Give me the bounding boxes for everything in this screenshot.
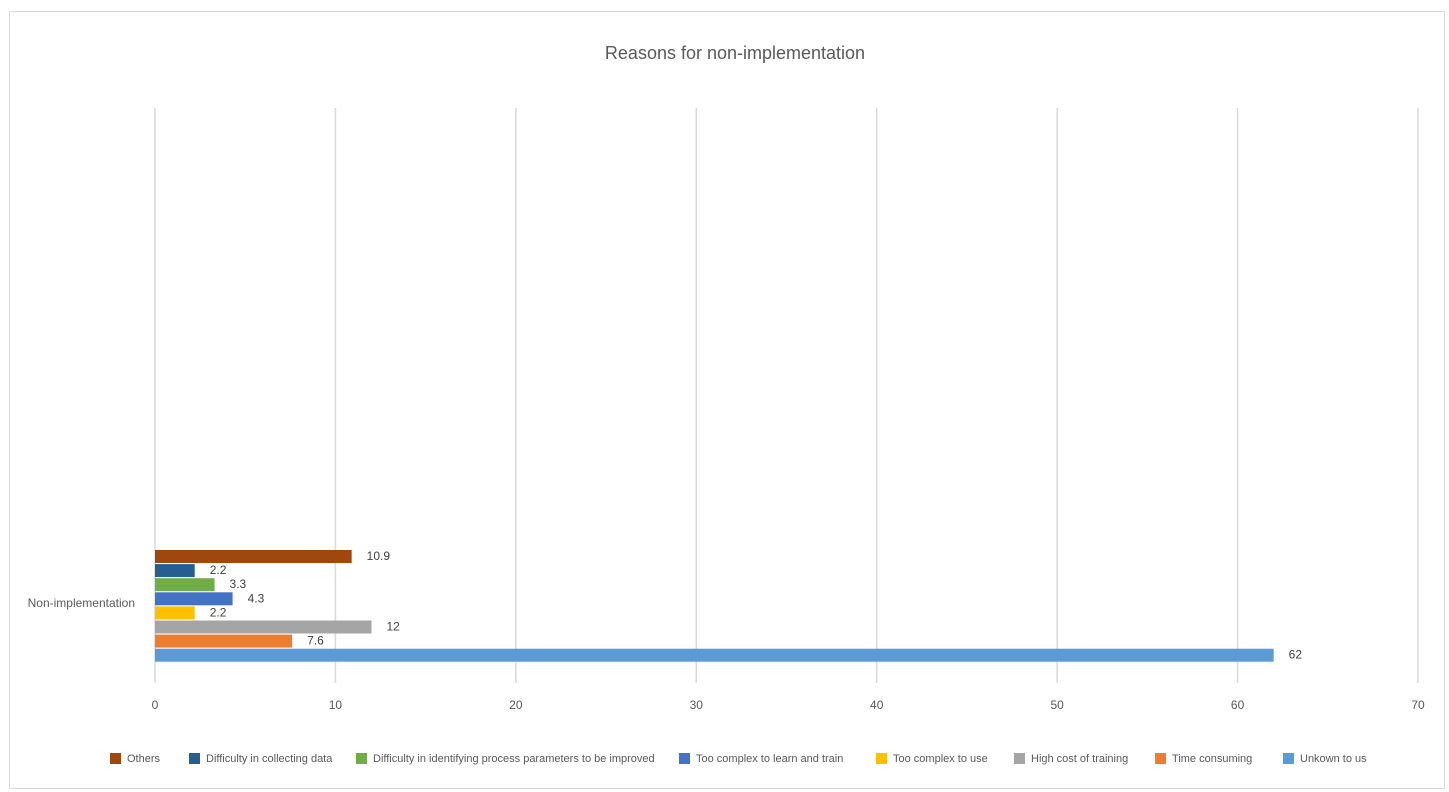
x-tick-label: 70 — [1411, 698, 1425, 712]
bar — [155, 592, 233, 605]
x-tick-label: 60 — [1231, 698, 1245, 712]
legend-swatch — [189, 753, 200, 764]
data-label: 62 — [1289, 648, 1303, 662]
data-label: 2.2 — [210, 563, 227, 577]
legend-label: Difficulty in identifying process parame… — [373, 753, 655, 765]
legend-swatch — [876, 753, 887, 764]
bar — [155, 635, 292, 648]
legend-swatch — [1283, 753, 1294, 764]
legend-label: Too complex to learn and train — [696, 753, 843, 765]
legend-label: Too complex to use — [893, 753, 988, 765]
legend-label: Unkown to us — [1300, 753, 1367, 765]
x-tick-label: 50 — [1050, 698, 1064, 712]
data-label: 10.9 — [367, 549, 391, 563]
bar — [155, 578, 215, 591]
x-tick-label: 0 — [152, 698, 159, 712]
x-tick-label: 30 — [690, 698, 704, 712]
data-label: 4.3 — [248, 591, 265, 605]
legend-label: Time consuming — [1172, 753, 1252, 765]
legend-swatch — [679, 753, 690, 764]
legend-label: High cost of training — [1031, 753, 1128, 765]
legend-swatch — [110, 753, 121, 764]
x-tick-label: 20 — [509, 698, 523, 712]
gridlines — [155, 108, 1418, 683]
bar — [155, 564, 195, 577]
data-labels: 10.9 2.23.34.3 2.2 12 7.6 62 — [210, 549, 1303, 662]
bar — [155, 649, 1274, 662]
category-label: Non-implementation — [28, 596, 135, 610]
bar — [155, 621, 372, 634]
x-tick-label: 10 — [329, 698, 343, 712]
x-axis-ticks: 0 10 20 30 40 50 60 70 — [152, 698, 1425, 712]
data-label: 2.2 — [210, 605, 227, 619]
bar — [155, 550, 352, 563]
legend: Others Difficulty in collecting data Diffi… — [110, 753, 1367, 765]
data-label: 7.6 — [307, 634, 324, 648]
legend-swatch — [1014, 753, 1025, 764]
data-label: 12 — [387, 620, 401, 634]
legend-swatch — [356, 753, 367, 764]
legend-label: Difficulty in collecting data — [206, 753, 333, 765]
data-label: 3.3 — [230, 577, 247, 591]
legend-label: Others — [127, 753, 161, 765]
bar — [155, 606, 195, 619]
x-tick-label: 40 — [870, 698, 884, 712]
chart-title: Reasons for non-implementation — [605, 43, 865, 63]
legend-swatch — [1155, 753, 1166, 764]
